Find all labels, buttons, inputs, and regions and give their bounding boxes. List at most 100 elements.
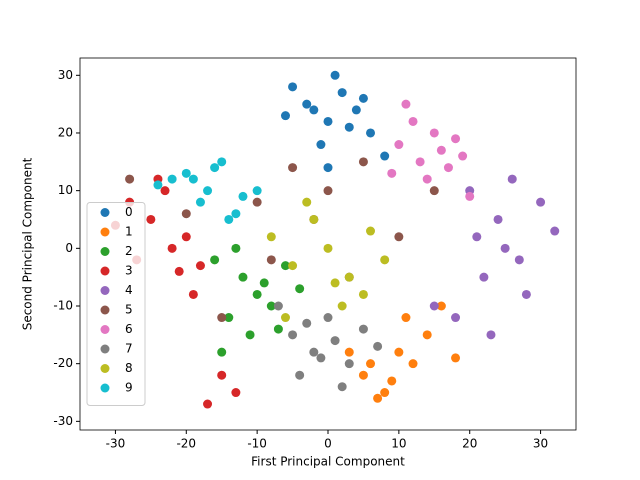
- legend-marker: [100, 247, 110, 256]
- legend-label: 9: [125, 381, 133, 395]
- point: [309, 214, 319, 224]
- legend-label: 4: [125, 283, 133, 297]
- point: [174, 266, 184, 276]
- point: [472, 232, 482, 242]
- point: [358, 93, 368, 103]
- y-tick-label: 0: [65, 241, 73, 255]
- point: [358, 324, 368, 334]
- point: [203, 399, 213, 409]
- legend-box: [86, 202, 146, 406]
- x-tick-label: -10: [247, 437, 267, 451]
- point: [316, 353, 326, 363]
- point: [366, 226, 376, 236]
- point: [217, 313, 227, 323]
- y-tick-label: -10: [53, 299, 73, 313]
- point: [181, 168, 191, 178]
- point: [195, 197, 205, 207]
- point: [422, 330, 432, 340]
- point: [245, 330, 255, 340]
- legend-label: 3: [125, 264, 133, 278]
- point: [358, 157, 368, 167]
- point: [238, 272, 248, 282]
- point: [373, 393, 383, 403]
- point: [443, 163, 453, 173]
- point: [366, 128, 376, 138]
- point: [387, 168, 397, 178]
- point: [401, 99, 411, 109]
- point: [259, 278, 269, 288]
- x-axis-label: First Principal Component: [251, 455, 405, 469]
- point: [288, 261, 298, 271]
- point: [323, 116, 333, 126]
- legend-label: 2: [125, 244, 133, 258]
- point: [337, 301, 347, 311]
- point: [280, 313, 290, 323]
- point: [394, 232, 404, 242]
- point: [238, 191, 248, 201]
- point: [436, 301, 446, 311]
- x-tick-label: -30: [106, 437, 126, 451]
- point: [429, 128, 439, 138]
- point: [358, 289, 368, 299]
- legend-label: 5: [125, 303, 133, 317]
- point: [323, 163, 333, 173]
- point: [288, 163, 298, 173]
- legend-marker: [100, 305, 110, 315]
- point: [280, 111, 290, 121]
- y-tick-label: -30: [53, 414, 73, 428]
- legend-label: 7: [125, 342, 133, 356]
- point: [330, 278, 340, 288]
- point: [231, 209, 241, 219]
- point: [252, 197, 262, 207]
- point: [344, 272, 354, 282]
- point: [266, 232, 276, 242]
- point: [195, 261, 205, 271]
- point: [387, 376, 397, 386]
- point: [323, 186, 333, 196]
- point: [288, 82, 298, 92]
- point: [224, 214, 234, 224]
- point: [273, 324, 283, 334]
- point: [316, 140, 326, 150]
- legend-marker: [100, 383, 110, 393]
- point: [436, 145, 446, 155]
- legend-label: 6: [125, 322, 133, 336]
- point: [429, 186, 439, 196]
- point: [160, 186, 170, 196]
- point: [217, 370, 227, 380]
- legend-marker: [100, 286, 110, 295]
- point: [351, 105, 361, 115]
- point: [288, 330, 298, 340]
- point: [252, 289, 262, 299]
- point: [330, 336, 340, 346]
- legend-label: 0: [125, 205, 133, 219]
- legend-marker: [100, 227, 110, 237]
- point: [146, 214, 156, 224]
- point: [188, 289, 198, 299]
- y-tick-label: 20: [58, 125, 73, 139]
- point: [323, 313, 333, 323]
- point: [231, 388, 241, 398]
- point: [125, 174, 135, 184]
- legend-marker: [100, 364, 110, 373]
- point: [458, 151, 468, 161]
- point: [394, 140, 404, 150]
- point: [373, 341, 383, 351]
- legend-label: 1: [125, 225, 133, 239]
- point: [536, 197, 546, 207]
- point: [266, 301, 276, 311]
- x-tick-label: 0: [324, 437, 332, 451]
- point: [252, 186, 262, 196]
- point: [203, 186, 213, 196]
- point: [309, 347, 319, 357]
- y-tick-label: 10: [58, 183, 73, 197]
- point: [507, 174, 517, 184]
- point: [224, 313, 234, 323]
- point: [188, 174, 198, 184]
- point: [429, 301, 439, 311]
- point: [500, 243, 510, 253]
- x-tick-label: 30: [533, 437, 548, 451]
- point: [295, 370, 305, 380]
- x-tick-label: -20: [176, 437, 196, 451]
- point: [380, 151, 390, 161]
